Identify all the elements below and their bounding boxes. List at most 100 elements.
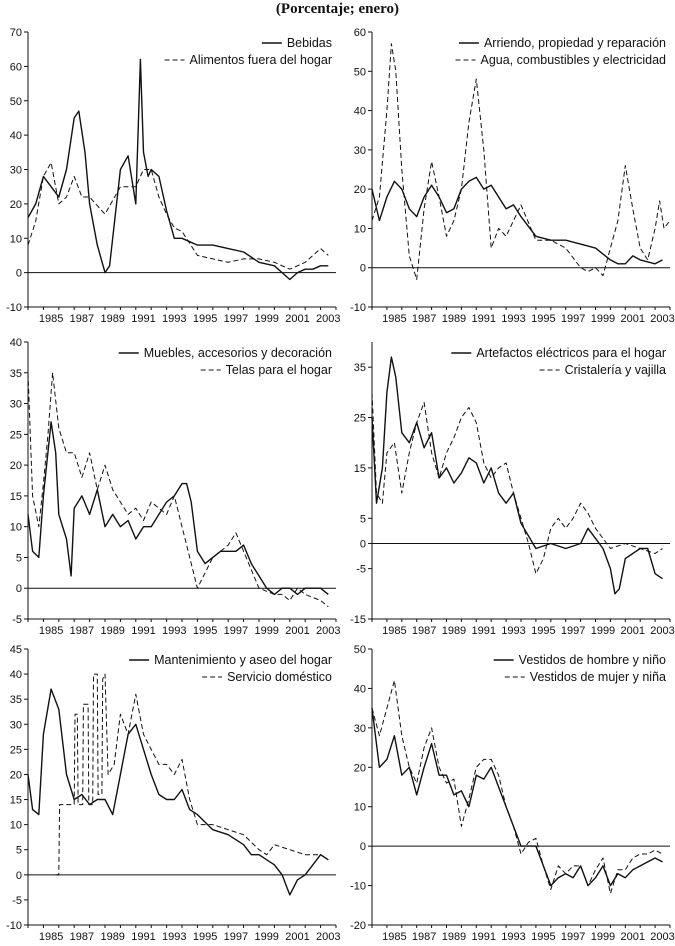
- y-tick-label: -5: [12, 895, 22, 907]
- y-tick-label: 50: [354, 644, 366, 656]
- x-tick-label: 1995: [193, 931, 217, 943]
- series-line-solid: [371, 356, 663, 595]
- x-tick-label: 1997: [561, 931, 585, 943]
- legend-label: Cristalería y vajilla: [565, 363, 666, 377]
- series-line-dashed: [55, 673, 329, 876]
- legend-label: Muebles, accesorios y decoración: [144, 346, 332, 360]
- legend-label: Arriendo, propiedad y reparación: [484, 36, 666, 50]
- x-tick-label: 1987: [70, 931, 94, 943]
- chart-panel-6: -20 -10 0 10 20 30 40 50 1985 1987 1989 1991 1993 199…: [350, 644, 675, 943]
- x-tick-label: 1987: [412, 931, 436, 943]
- y-tick-label: 50: [10, 96, 22, 108]
- y-tick-label: -10: [6, 920, 22, 932]
- chart-panel-4: -15 -5 0 5 15 25 35 1985 1987 1989 1991 1993 1995 199…: [350, 342, 675, 637]
- y-tick-label: -15: [350, 614, 366, 626]
- y-tick-label: 25: [10, 429, 22, 441]
- y-tick-label: 20: [354, 762, 366, 774]
- x-tick-label: 1999: [591, 313, 615, 325]
- x-tick-label: 2001: [621, 931, 645, 943]
- y-tick-label: 40: [10, 669, 22, 681]
- x-tick-label: 2001: [621, 625, 645, 637]
- y-tick-label: 35: [10, 368, 22, 380]
- x-tick-label: 1991: [472, 313, 496, 325]
- y-tick-label: 15: [354, 463, 366, 475]
- y-tick-label: 70: [10, 27, 22, 39]
- y-tick-label: 20: [354, 184, 366, 196]
- y-tick-label: -5: [12, 614, 22, 626]
- x-tick-label: 1995: [531, 313, 555, 325]
- legend-label: Mantenimiento y aseo del hogar: [154, 653, 332, 667]
- x-tick-label: 1997: [561, 625, 585, 637]
- series-line-solid: [27, 688, 329, 896]
- y-tick-label: 15: [10, 795, 22, 807]
- series-line-solid: [371, 708, 663, 887]
- x-tick-label: 1993: [501, 931, 525, 943]
- y-tick-label: 30: [10, 399, 22, 411]
- x-tick-label: 2003: [650, 931, 674, 943]
- y-tick-label: -10: [6, 302, 22, 314]
- y-tick-label: 50: [354, 66, 366, 78]
- x-tick-label: 2003: [316, 313, 340, 325]
- x-tick-label: 2001: [621, 313, 645, 325]
- y-tick-label: -5: [356, 564, 366, 576]
- x-tick-label: 2003: [650, 625, 674, 637]
- x-tick-label: 1993: [501, 625, 525, 637]
- x-tick-label: 2003: [316, 931, 340, 943]
- series-line-dashed: [371, 392, 663, 575]
- chart-panel-5: -10 -5 0 5 10 15 20 25 30 35 40 45 1985 1987 1989 1991 1…: [6, 644, 340, 943]
- y-tick-label: 0: [360, 538, 366, 550]
- x-tick-label: 1985: [382, 931, 406, 943]
- x-tick-label: 1991: [131, 313, 155, 325]
- y-tick-label: 20: [10, 460, 22, 472]
- y-tick-label: 0: [16, 268, 22, 280]
- x-tick-label: 2003: [316, 625, 340, 637]
- y-tick-label: 0: [360, 841, 366, 853]
- x-tick-label: 1991: [131, 625, 155, 637]
- y-tick-label: 20: [10, 199, 22, 211]
- y-tick-label: 0: [16, 870, 22, 882]
- x-tick-label: 1993: [162, 313, 186, 325]
- x-tick-label: 1987: [70, 625, 94, 637]
- y-tick-label: 10: [10, 820, 22, 832]
- x-tick-label: 1993: [162, 931, 186, 943]
- x-tick-label: 1989: [100, 625, 124, 637]
- legend-label: Artefactos eléctricos para el hogar: [476, 346, 666, 360]
- y-tick-label: 10: [354, 223, 366, 235]
- x-tick-label: 2001: [285, 931, 309, 943]
- x-tick-label: 1997: [224, 931, 248, 943]
- y-tick-label: 5: [16, 552, 22, 564]
- y-tick-label: -10: [350, 302, 366, 314]
- series-line-solid: [27, 421, 329, 596]
- legend-label: Bebidas: [287, 36, 332, 50]
- x-tick-label: 1989: [442, 625, 466, 637]
- y-tick-label: 30: [10, 719, 22, 731]
- x-tick-label: 1985: [39, 313, 63, 325]
- x-tick-label: 1999: [254, 625, 278, 637]
- x-tick-label: 1989: [442, 313, 466, 325]
- legend-label: Alimentos fuera del hogar: [190, 53, 332, 67]
- y-tick-label: 35: [354, 362, 366, 374]
- y-tick-label: 60: [354, 27, 366, 39]
- x-tick-label: 1995: [193, 313, 217, 325]
- y-tick-label: 60: [10, 61, 22, 73]
- x-tick-label: 1995: [531, 625, 555, 637]
- x-tick-label: 2001: [285, 625, 309, 637]
- x-tick-label: 1997: [224, 313, 248, 325]
- legend-label: Vestidos de hombre y niño: [519, 653, 666, 667]
- x-tick-label: 1993: [162, 625, 186, 637]
- series-line-solid: [27, 58, 329, 281]
- x-tick-label: 1989: [442, 931, 466, 943]
- x-tick-label: 1985: [39, 931, 63, 943]
- x-tick-label: 2001: [285, 313, 309, 325]
- x-tick-label: 1991: [131, 931, 155, 943]
- x-tick-label: 1987: [412, 625, 436, 637]
- x-tick-label: 2003: [650, 313, 674, 325]
- y-tick-label: 0: [360, 263, 366, 275]
- x-tick-label: 1987: [70, 313, 94, 325]
- y-tick-label: 30: [10, 165, 22, 177]
- x-tick-label: 1995: [531, 931, 555, 943]
- y-tick-label: 15: [10, 491, 22, 503]
- series-line-dashed: [27, 162, 329, 270]
- x-tick-label: 1985: [39, 625, 63, 637]
- y-tick-label: 40: [10, 130, 22, 142]
